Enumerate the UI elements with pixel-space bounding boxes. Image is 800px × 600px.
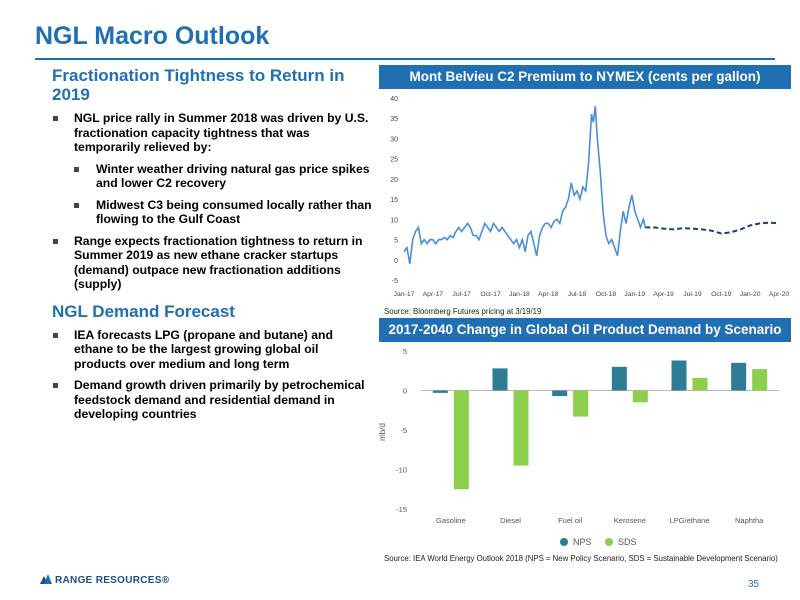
- y-tick-label: 30: [390, 136, 398, 143]
- x-tick-label: Apr-18: [538, 291, 559, 298]
- range-logo-icon: [40, 574, 52, 584]
- bar-nps: [552, 390, 568, 397]
- y-tick-label: 35: [390, 116, 398, 123]
- x-tick-label: Apr-20: [769, 291, 790, 298]
- y-tick-label: 5: [403, 347, 407, 356]
- y-axis-label: mb/d: [379, 423, 387, 441]
- x-tick-label: Jul-18: [568, 291, 587, 298]
- sub-bullet-item: Midwest C3 being consumed locally rather…: [52, 198, 372, 227]
- legend-dot-icon: [605, 538, 613, 546]
- bar-nps: [492, 368, 508, 391]
- category-label: Kerosene: [614, 516, 646, 525]
- bar-nps: [671, 360, 687, 391]
- bullet-text: Demand growth driven primarily by petroc…: [74, 378, 365, 421]
- x-tick-label: Oct-17: [480, 291, 501, 298]
- category-label: Diesel: [500, 516, 521, 525]
- category-label: Naphtha: [735, 516, 764, 525]
- chart2-source: Source: IEA World Energy Outlook 2018 (N…: [384, 554, 778, 563]
- c2-premium-line-chart: -5 0 5 10 15 20 25 30 35 40 Jan-17 Apr-17 Jul-17 Oct-…: [390, 96, 790, 298]
- x-tick-label: Jul-17: [452, 291, 471, 298]
- category-label: Fuel oil: [558, 516, 583, 525]
- bullet-item: NGL price rally in Summer 2018 was drive…: [52, 111, 372, 155]
- y-tick-label: 0: [394, 258, 398, 265]
- square-bullet-icon: [53, 238, 58, 244]
- square-bullet-icon: [74, 166, 79, 172]
- category-label: LPG/ethane: [669, 516, 709, 525]
- x-tick-label: Jul-19: [683, 291, 702, 298]
- y-tick-label: -5: [400, 426, 407, 435]
- chart1-source: Source: Bloomberg Futures pricing at 3/1…: [384, 307, 542, 316]
- oil-demand-bar-chart: 5 0 -5 -10 -15 mb/d Gasoline Diesel Fuel oil Kero…: [379, 347, 779, 525]
- left-text-column: Fractionation Tightness to Return in 201…: [52, 66, 372, 422]
- legend-item-sds: SDS: [605, 537, 637, 547]
- bullet-text: Midwest C3 being consumed locally rather…: [96, 197, 372, 227]
- y-tick-label: 25: [390, 157, 398, 164]
- bullet-text: NGL price rally in Summer 2018 was drive…: [74, 111, 369, 154]
- x-tick-label: Jan-20: [740, 291, 761, 298]
- bar-sds: [573, 390, 589, 417]
- y-tick-label: 5: [394, 238, 398, 245]
- chart2-header: 2017-2040 Change in Global Oil Product D…: [379, 318, 791, 342]
- bar-sds: [453, 390, 469, 490]
- square-bullet-icon: [74, 202, 79, 208]
- title-divider: [35, 58, 775, 60]
- y-tick-label: 10: [390, 217, 398, 224]
- x-tick-label: Jan-19: [624, 291, 645, 298]
- bar-nps: [432, 390, 448, 393]
- section-heading-demand: NGL Demand Forecast: [52, 301, 235, 321]
- company-logo: RANGE RESOURCES®: [40, 574, 169, 586]
- bullet-text: Range expects fractionation tightness to…: [74, 233, 363, 292]
- x-tick-label: Jan-18: [509, 291, 530, 298]
- square-bullet-icon: [53, 116, 58, 121]
- bar-sds: [692, 377, 708, 391]
- page-number: 35: [748, 579, 760, 590]
- bullet-item: Range expects fractionation tightness to…: [52, 234, 372, 292]
- x-tick-label: Apr-17: [423, 291, 444, 298]
- bar-nps: [611, 366, 627, 391]
- bullet-text: IEA forecasts LPG (propane and butane) a…: [74, 327, 333, 371]
- y-tick-label: 20: [390, 177, 398, 184]
- legend-dot-icon: [560, 538, 568, 546]
- x-tick-label: Oct-18: [596, 291, 617, 298]
- y-tick-label: -5: [392, 278, 398, 285]
- bar-sds: [752, 369, 768, 391]
- y-tick-label: -10: [396, 466, 407, 475]
- bullet-text: Winter weather driving natural gas price…: [96, 161, 370, 191]
- sub-bullet-item: Winter weather driving natural gas price…: [52, 162, 372, 191]
- bar-sds: [632, 390, 648, 403]
- bar-sds: [513, 390, 529, 466]
- x-tick-label: Oct-19: [711, 291, 732, 298]
- logo-text: RANGE RESOURCES®: [55, 575, 170, 586]
- y-tick-label: 0: [403, 387, 407, 396]
- demand-bullet-list: IEA forecasts LPG (propane and butane) a…: [52, 328, 372, 422]
- bullet-item: IEA forecasts LPG (propane and butane) a…: [52, 328, 372, 372]
- x-tick-label: Jan-17: [394, 291, 415, 298]
- bar-nps: [731, 362, 747, 391]
- historical-series-line: [403, 106, 647, 264]
- legend-label: SDS: [618, 537, 637, 547]
- y-tick-label: -15: [396, 505, 407, 514]
- square-bullet-icon: [53, 332, 58, 338]
- slide-title: NGL Macro Outlook: [35, 22, 270, 50]
- chart1-header: Mont Belvieu C2 Premium to NYMEX (cents …: [379, 65, 791, 89]
- forecast-series-line: [645, 221, 780, 235]
- legend-item-nps: NPS: [560, 537, 592, 547]
- legend-label: NPS: [573, 537, 592, 547]
- fractionation-bullet-list: NGL price rally in Summer 2018 was drive…: [52, 111, 372, 292]
- section-heading-fractionation: Fractionation Tightness to Return in 201…: [52, 66, 345, 104]
- category-label: Gasoline: [436, 516, 466, 525]
- x-tick-label: Apr-19: [653, 291, 674, 298]
- square-bullet-icon: [53, 383, 58, 388]
- y-tick-label: 40: [390, 96, 398, 103]
- y-tick-label: 15: [390, 197, 398, 204]
- bullet-item: Demand growth driven primarily by petroc…: [52, 378, 372, 422]
